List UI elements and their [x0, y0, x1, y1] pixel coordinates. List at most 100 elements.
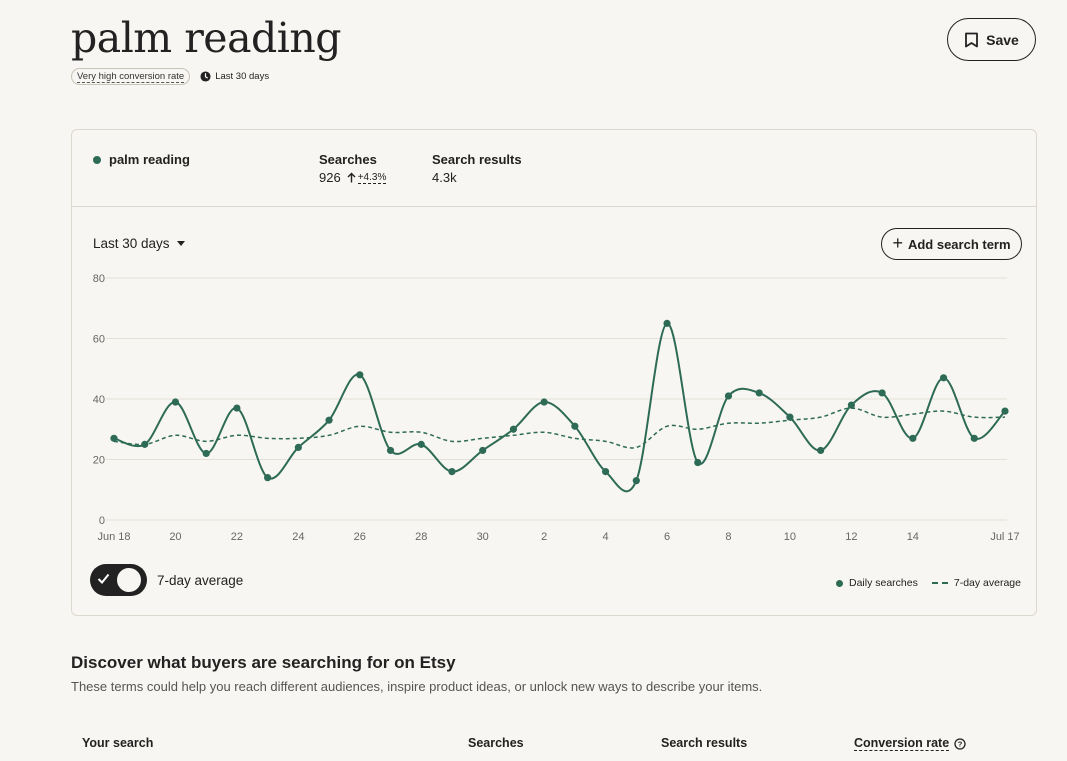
svg-text:?: ?	[958, 739, 963, 748]
x-tick-label: 26	[354, 531, 366, 543]
legend-average-label: 7-day average	[953, 577, 1021, 589]
data-point-daily-searches	[479, 446, 487, 455]
table-header: Your search Searches Search results Conv…	[71, 736, 1037, 756]
searches-change[interactable]: +4.3%	[347, 172, 387, 184]
x-tick-label: 8	[725, 531, 731, 543]
data-point-daily-searches	[386, 446, 395, 455]
term-label: palm reading	[109, 152, 190, 167]
data-point-daily-searches	[202, 449, 210, 458]
data-point-daily-searches	[878, 389, 886, 397]
data-point-daily-searches	[417, 440, 425, 448]
period-select-label: Last 30 days	[93, 236, 170, 251]
series-line-daily-searches	[113, 322, 1006, 493]
x-tick-label: 20	[169, 531, 181, 543]
caret-down-icon	[176, 241, 185, 246]
data-point-daily-searches	[694, 458, 702, 467]
data-point-daily-searches	[509, 425, 518, 433]
conversion-badge-label: Very high conversion rate	[77, 71, 185, 83]
arrow-up-icon	[347, 172, 356, 183]
column-searches: Searches	[468, 736, 524, 750]
searches-stat: Searches 926 +4.3%	[319, 152, 387, 185]
data-point-daily-searches	[141, 440, 149, 448]
discover-title: Discover what buyers are searching for o…	[71, 653, 456, 672]
results-stat: Search results 4.3k	[432, 152, 522, 185]
y-tick-label: 40	[93, 394, 105, 406]
period-meta: Last 30 days	[200, 71, 269, 82]
data-point-daily-searches	[448, 468, 456, 476]
y-tick-label: 20	[93, 455, 105, 467]
term-color-dot	[93, 155, 101, 164]
searches-label: Searches	[319, 152, 377, 167]
x-tick-label: 12	[845, 531, 857, 543]
data-point-daily-searches	[325, 416, 333, 424]
x-tick-label: 30	[477, 531, 489, 543]
trend-card: palm reading Searches 926 +4.3% Search r…	[71, 129, 1037, 616]
period-select[interactable]: Last 30 days	[93, 236, 185, 251]
legend-dash-icon	[931, 582, 948, 584]
x-tick-label: 24	[292, 531, 304, 543]
column-conversion-rate[interactable]: Conversion rate ?	[854, 736, 966, 751]
data-point-daily-searches	[294, 443, 302, 451]
help-icon[interactable]: ?	[954, 737, 966, 750]
chart-legend: Daily searches 7-day average	[835, 577, 1021, 589]
check-icon	[97, 573, 110, 584]
save-button[interactable]: Save	[947, 18, 1036, 61]
legend-daily-label: Daily searches	[848, 577, 918, 589]
data-point-daily-searches	[724, 392, 733, 400]
data-point-daily-searches	[571, 422, 579, 430]
x-tick-label: 10	[784, 531, 796, 543]
toggle-knob	[117, 568, 141, 592]
seven-day-average-toggle[interactable]: 7-day average	[90, 564, 243, 596]
data-point-daily-searches	[540, 398, 548, 406]
save-button-label: Save	[986, 31, 1019, 48]
toggle-switch[interactable]	[90, 564, 147, 596]
results-value: 4.3k	[432, 170, 457, 185]
data-point-daily-searches	[233, 404, 241, 412]
data-point-daily-searches	[847, 401, 855, 409]
x-tick-label: 6	[664, 531, 670, 543]
conversion-badge[interactable]: Very high conversion rate	[71, 68, 191, 85]
term-legend: palm reading	[93, 152, 190, 167]
plus-icon: +	[892, 233, 903, 253]
x-tick-label: Jun 18	[97, 531, 130, 543]
data-point-daily-searches	[970, 434, 978, 442]
x-tick-label: 4	[603, 531, 609, 543]
y-tick-label: 60	[93, 334, 105, 346]
add-search-term-button[interactable]: + Add search term	[881, 228, 1022, 260]
legend-daily: Daily searches	[835, 577, 918, 589]
add-search-term-label: Add search term	[907, 236, 1011, 252]
searches-change-value: +4.3%	[357, 171, 387, 184]
data-point-daily-searches	[817, 446, 825, 455]
data-point-daily-searches	[601, 468, 610, 476]
series-line-7-day-average	[113, 407, 1006, 449]
data-point-daily-searches	[356, 371, 364, 379]
legend-average: 7-day average	[931, 577, 1021, 589]
page-title: palm reading	[71, 14, 342, 62]
x-tick-label: 28	[415, 531, 427, 543]
searches-value-row: 926 +4.3%	[319, 170, 387, 185]
data-point-daily-searches	[264, 474, 272, 482]
discover-subtitle: These terms could help you reach differe…	[71, 679, 763, 694]
meta-row: Very high conversion rate Last 30 days	[71, 68, 269, 85]
y-tick-label: 80	[93, 273, 105, 285]
data-point-daily-searches	[663, 319, 671, 327]
x-tick-label: 2	[541, 531, 547, 543]
column-search-results: Search results	[661, 736, 748, 750]
data-point-daily-searches	[632, 477, 640, 485]
column-conversion-rate-label: Conversion rate	[854, 736, 950, 751]
legend-dot-icon	[835, 579, 843, 587]
data-point-daily-searches	[786, 413, 794, 421]
x-tick-label: Jul 17	[990, 531, 1019, 543]
x-tick-label: 14	[907, 531, 919, 543]
x-tick-label: 22	[231, 531, 243, 543]
data-point-daily-searches	[909, 434, 917, 442]
clock-icon	[200, 71, 211, 82]
bookmark-icon	[965, 32, 979, 47]
results-label: Search results	[432, 152, 522, 167]
searches-value: 926	[319, 170, 341, 185]
toggle-label: 7-day average	[157, 572, 244, 588]
period-meta-label: Last 30 days	[215, 71, 270, 82]
column-your-search: Your search	[82, 736, 154, 750]
